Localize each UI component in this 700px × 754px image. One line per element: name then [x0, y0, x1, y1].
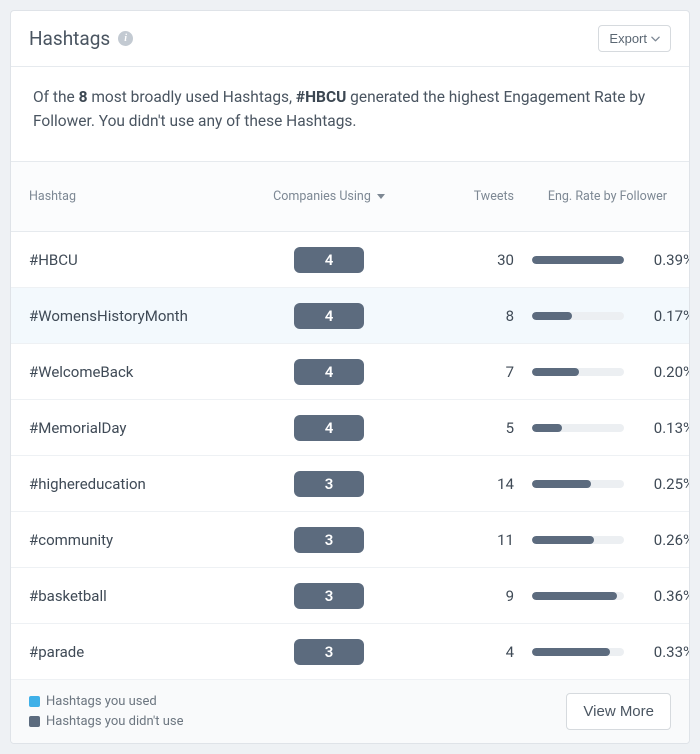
table-body: #HBCU4300.39%#WomensHistoryMonth480.17%#…: [11, 232, 689, 680]
engagement-cell: 0.25%: [514, 475, 690, 493]
hashtag-cell: #basketball: [29, 587, 254, 605]
table-row[interactable]: #HBCU 4 30 0.39%: [11, 232, 689, 288]
eng-bar-fill: [532, 536, 594, 544]
swatch-not-used: [29, 716, 40, 727]
companies-cell: 3: [254, 527, 404, 553]
companies-cell: 4: [254, 359, 404, 385]
tweets-cell: 4: [404, 643, 514, 661]
companies-pill: 4: [294, 415, 364, 441]
eng-bar-fill: [532, 368, 579, 376]
eng-bar-fill: [532, 592, 617, 600]
companies-cell: 4: [254, 415, 404, 441]
summary-text: Of the 8 most broadly used Hashtags, #HB…: [11, 67, 689, 162]
companies-pill: 4: [294, 247, 364, 273]
hashtag-cell: #WelcomeBack: [29, 363, 254, 381]
hashtag-cell: #WomensHistoryMonth: [29, 307, 254, 325]
view-more-button[interactable]: View More: [566, 693, 671, 730]
col-header-companies[interactable]: Companies Using: [254, 189, 404, 204]
eng-value: 0.26%: [638, 531, 690, 549]
hashtag-cell: #HBCU: [29, 251, 254, 269]
eng-bar-fill: [532, 312, 572, 320]
eng-bar-track: [532, 312, 624, 320]
swatch-used: [29, 696, 40, 707]
eng-bar-track: [532, 480, 624, 488]
eng-value: 0.33%: [638, 643, 690, 661]
engagement-cell: 0.20%: [514, 363, 690, 381]
eng-bar-fill: [532, 648, 610, 656]
companies-cell: 3: [254, 639, 404, 665]
engagement-cell: 0.26%: [514, 531, 690, 549]
info-icon[interactable]: i: [118, 31, 133, 46]
eng-bar-track: [532, 424, 624, 432]
eng-bar-fill: [532, 424, 562, 432]
table-row[interactable]: #community 3 11 0.26%: [11, 512, 689, 568]
engagement-cell: 0.13%: [514, 419, 690, 437]
table-row[interactable]: #WomensHistoryMonth 4 8 0.17%: [11, 288, 689, 344]
eng-value: 0.17%: [638, 307, 690, 325]
table-row[interactable]: #highereducation 3 14 0.25%: [11, 456, 689, 512]
companies-cell: 3: [254, 471, 404, 497]
panel-title: Hashtags i: [29, 27, 133, 50]
panel-header: Hashtags i Export: [11, 11, 689, 67]
summary-top-hashtag: #HBCU: [296, 88, 346, 106]
legend-used: Hashtags you used: [29, 692, 184, 712]
companies-pill: 3: [294, 471, 364, 497]
chevron-down-icon: [651, 36, 660, 42]
tweets-cell: 9: [404, 587, 514, 605]
col-header-engagement[interactable]: Eng. Rate by Follower: [514, 189, 671, 204]
legend-not-used: Hashtags you didn't use: [29, 712, 184, 732]
eng-bar-fill: [532, 480, 591, 488]
table-row[interactable]: #WelcomeBack 4 7 0.20%: [11, 344, 689, 400]
eng-value: 0.25%: [638, 475, 690, 493]
table-row[interactable]: #MemorialDay 4 5 0.13%: [11, 400, 689, 456]
companies-cell: 4: [254, 303, 404, 329]
caret-down-icon: [377, 194, 385, 199]
hashtags-panel: Hashtags i Export Of the 8 most broadly …: [10, 10, 690, 744]
table-header-row: Hashtag Companies Using Tweets Eng. Rate…: [11, 162, 689, 232]
engagement-cell: 0.39%: [514, 251, 690, 269]
hashtag-cell: #highereducation: [29, 475, 254, 493]
engagement-cell: 0.33%: [514, 643, 690, 661]
table-row[interactable]: #parade 3 4 0.33%: [11, 624, 689, 680]
engagement-cell: 0.36%: [514, 587, 690, 605]
title-text: Hashtags: [29, 27, 110, 50]
eng-value: 0.20%: [638, 363, 690, 381]
eng-value: 0.39%: [638, 251, 690, 269]
export-button[interactable]: Export: [598, 25, 671, 52]
tweets-cell: 30: [404, 251, 514, 269]
eng-bar-track: [532, 648, 624, 656]
companies-pill: 4: [294, 303, 364, 329]
companies-pill: 3: [294, 639, 364, 665]
eng-bar-track: [532, 256, 624, 264]
legend: Hashtags you used Hashtags you didn't us…: [29, 692, 184, 731]
col-header-tweets[interactable]: Tweets: [404, 189, 514, 204]
eng-value: 0.13%: [638, 419, 690, 437]
tweets-cell: 8: [404, 307, 514, 325]
companies-cell: 4: [254, 247, 404, 273]
engagement-cell: 0.17%: [514, 307, 690, 325]
tweets-cell: 5: [404, 419, 514, 437]
eng-bar-track: [532, 592, 624, 600]
export-label: Export: [609, 31, 647, 46]
eng-bar-track: [532, 536, 624, 544]
eng-bar-fill: [532, 256, 624, 264]
panel-footer: Hashtags you used Hashtags you didn't us…: [11, 680, 689, 743]
col-header-hashtag[interactable]: Hashtag: [29, 189, 254, 204]
companies-cell: 3: [254, 583, 404, 609]
companies-pill: 4: [294, 359, 364, 385]
eng-bar-track: [532, 368, 624, 376]
eng-value: 0.36%: [638, 587, 690, 605]
hashtag-cell: #MemorialDay: [29, 419, 254, 437]
companies-pill: 3: [294, 527, 364, 553]
tweets-cell: 11: [404, 531, 514, 549]
companies-pill: 3: [294, 583, 364, 609]
table-row[interactable]: #basketball 3 9 0.36%: [11, 568, 689, 624]
tweets-cell: 7: [404, 363, 514, 381]
hashtag-cell: #community: [29, 531, 254, 549]
hashtag-cell: #parade: [29, 643, 254, 661]
tweets-cell: 14: [404, 475, 514, 493]
